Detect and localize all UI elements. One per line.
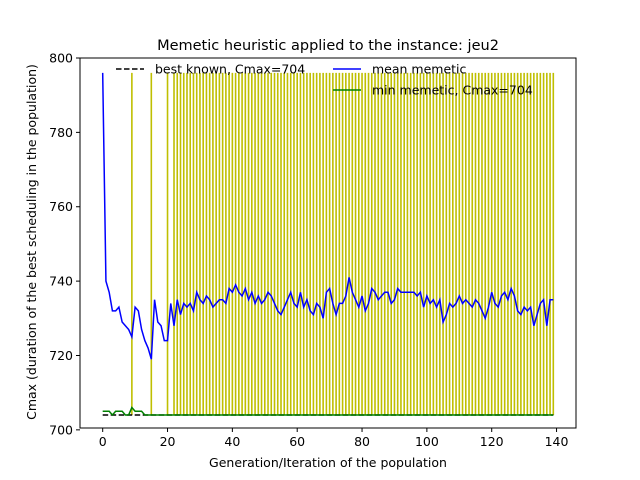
x-axis-label: Generation/Iteration of the population <box>209 455 447 470</box>
x-tick-label-1: 20 <box>160 434 176 449</box>
y-axis-ticks: 700 720 740 760 780 800 <box>49 51 80 437</box>
series-layer <box>101 72 554 417</box>
y-tick-label-0: 700 <box>49 422 73 437</box>
series-line-2 <box>102 406 554 417</box>
x-tick-label-3: 60 <box>289 434 305 449</box>
legend-label-2: min memetic, Cmax=704 <box>372 83 533 98</box>
plot-frame <box>79 57 577 429</box>
series-line-1 <box>101 72 554 360</box>
x-tick-label-2: 40 <box>224 434 240 449</box>
legend-label-1: mean memetic <box>372 62 467 77</box>
x-tick-label-6: 120 <box>480 434 504 449</box>
x-tick-label-5: 100 <box>415 434 439 449</box>
chart-title: Memetic heuristic applied to the instanc… <box>157 38 499 54</box>
y-tick-label-2: 740 <box>49 274 73 289</box>
legend-label-0: best known, Cmax=704 <box>155 62 305 77</box>
x-tick-label-0: 0 <box>99 434 107 449</box>
x-tick-label-4: 80 <box>354 434 370 449</box>
x-axis-ticks: 0 20 40 60 80 100 120 140 <box>99 428 569 449</box>
x-tick-label-7: 140 <box>545 434 569 449</box>
y-tick-label-5: 800 <box>49 51 73 66</box>
y-tick-label-1: 720 <box>49 348 73 363</box>
y-tick-label-3: 760 <box>49 199 73 214</box>
highlight-vertical-lines <box>131 72 555 415</box>
y-tick-label-4: 780 <box>49 125 73 140</box>
legend: best known, Cmax=704 mean memetic min meme… <box>116 62 533 98</box>
y-axis-label: Cmax (duration of the best scheduling in… <box>24 64 39 420</box>
